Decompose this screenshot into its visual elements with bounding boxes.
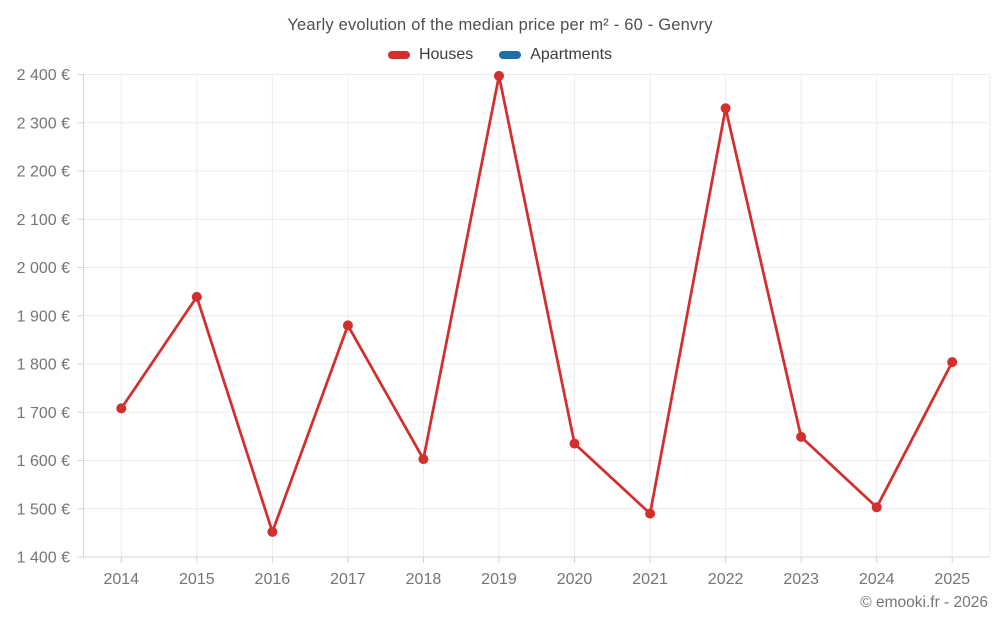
y-tick-label: 2 300 € — [17, 115, 70, 132]
y-tick-label: 2 100 € — [17, 212, 70, 229]
x-tick-label: 2019 — [481, 571, 517, 588]
y-tick-label: 1 400 € — [17, 550, 70, 567]
legend-item-houses[interactable]: Houses — [387, 46, 474, 64]
data-point-houses-2020[interactable] — [569, 438, 580, 449]
y-tick-label: 1 600 € — [17, 453, 70, 470]
x-tick-label: 2021 — [632, 571, 668, 588]
legend-label-apartments: Apartments — [530, 46, 613, 63]
legend-label-houses: Houses — [418, 46, 474, 63]
y-tick-label: 2 000 € — [17, 260, 70, 277]
data-point-houses-2014[interactable] — [116, 403, 127, 414]
data-point-houses-2022[interactable] — [720, 103, 731, 114]
x-tick-label: 2018 — [406, 571, 442, 588]
data-point-houses-2023[interactable] — [796, 431, 807, 442]
x-tick-label: 2015 — [179, 571, 215, 588]
x-tick-label: 2014 — [103, 571, 139, 588]
chart-title: Yearly evolution of the median price per… — [287, 16, 713, 34]
data-point-houses-2021[interactable] — [645, 508, 656, 519]
apartments-series-swatch-icon — [499, 51, 522, 59]
x-tick-label: 2024 — [859, 571, 895, 588]
series-line-houses — [119, 74, 954, 534]
x-tick-label: 2022 — [708, 571, 744, 588]
data-point-houses-2025[interactable] — [947, 357, 958, 368]
data-point-houses-2016[interactable] — [267, 526, 278, 537]
data-point-houses-2018[interactable] — [418, 454, 429, 465]
y-tick-label: 2 400 € — [17, 67, 70, 84]
y-tick-label: 1 900 € — [17, 308, 70, 325]
copyright-text: © emooki.fr - 2026 — [860, 594, 988, 611]
y-tick-label: 1 700 € — [17, 405, 70, 422]
y-tick-label: 2 200 € — [17, 164, 70, 181]
y-tick-label: 1 500 € — [17, 501, 70, 518]
data-point-houses-2015[interactable] — [191, 291, 202, 302]
y-tick-label: 1 800 € — [17, 357, 70, 374]
legend-item-apartments[interactable]: Apartments — [499, 46, 612, 64]
chart-legend: Houses Apartments — [0, 46, 1000, 64]
data-point-houses-2017[interactable] — [342, 320, 353, 331]
x-tick-label: 2020 — [557, 571, 593, 588]
data-point-houses-2019[interactable] — [494, 70, 504, 81]
data-point-houses-2024[interactable] — [871, 502, 882, 513]
x-tick-label: 2017 — [330, 571, 366, 588]
x-tick-label: 2025 — [934, 571, 970, 588]
houses-series-swatch-icon — [387, 51, 410, 59]
x-tick-label: 2016 — [255, 571, 291, 588]
x-tick-label: 2023 — [783, 571, 819, 588]
